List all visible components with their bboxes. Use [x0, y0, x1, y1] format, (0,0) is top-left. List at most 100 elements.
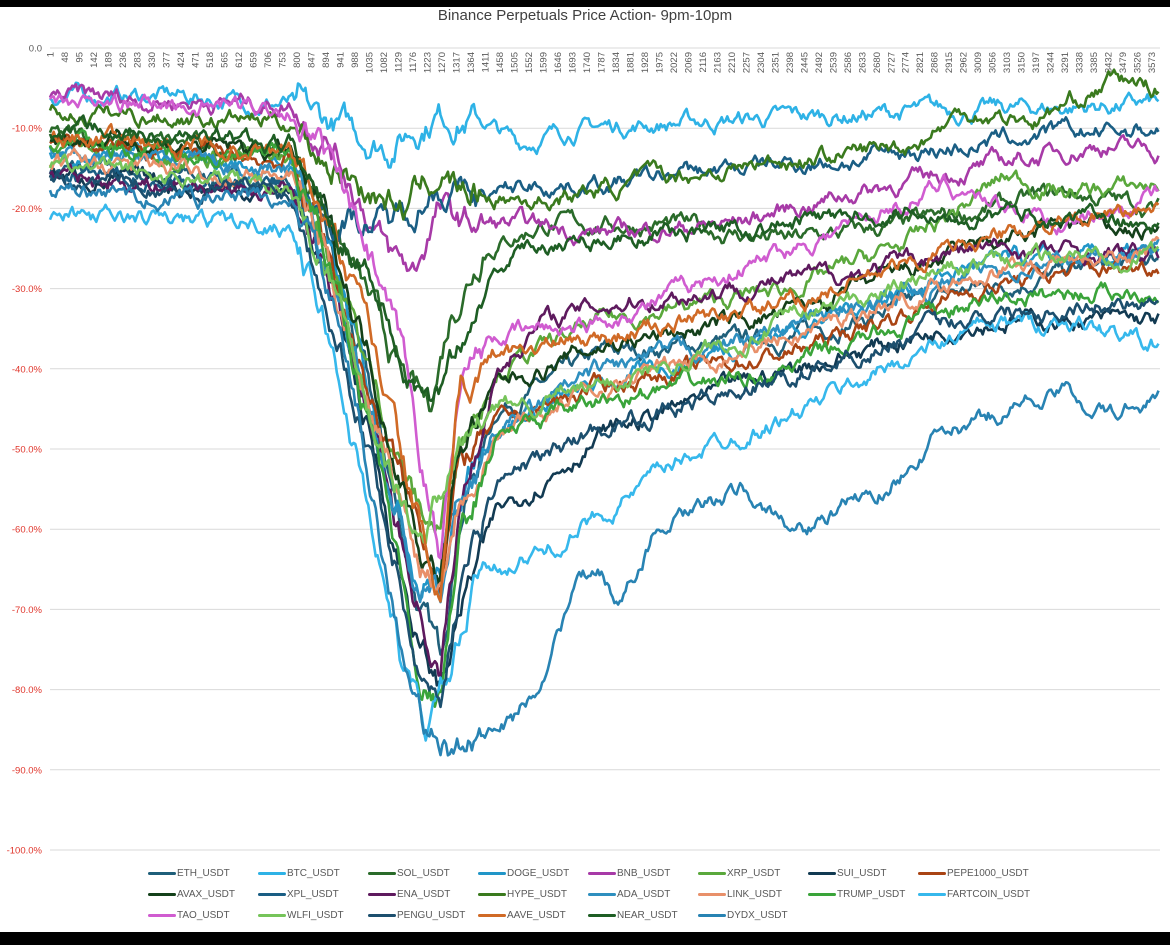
- x-tick-label: 2304: [756, 52, 767, 73]
- legend-swatch: [588, 914, 616, 917]
- legend-item: BTC_USDT: [258, 868, 340, 879]
- x-tick-label: 2821: [915, 52, 926, 73]
- legend-label: BNB_USDT: [617, 868, 671, 879]
- x-tick-label: 1317: [451, 52, 462, 73]
- chart-area: [0, 7, 1170, 932]
- series-line-doge-usdt: [48, 141, 1160, 602]
- x-tick-label: 3150: [1017, 52, 1028, 73]
- legend-item: PEPE1000_USDT: [918, 868, 1029, 879]
- x-tick-label: 1693: [567, 52, 578, 73]
- series-line-tao-usdt: [49, 93, 1160, 560]
- x-tick-label: 236: [118, 52, 129, 68]
- x-tick-label: 1740: [582, 52, 593, 73]
- x-tick-label: 1834: [611, 52, 622, 73]
- series-line-sol-usdt: [48, 124, 1160, 413]
- x-tick-label: 800: [292, 52, 303, 68]
- series-line-avax-usdt: [49, 128, 1160, 586]
- x-tick-label: 48: [60, 52, 71, 63]
- legend-label: SOL_USDT: [397, 868, 450, 879]
- legend-swatch: [478, 872, 506, 875]
- x-tick-label: 1411: [480, 52, 491, 72]
- legend-item: HYPE_USDT: [478, 889, 567, 900]
- x-tick-label: 1082: [379, 52, 390, 73]
- legend-item: SUI_USDT: [808, 868, 886, 879]
- legend-label: TAO_USDT: [177, 910, 230, 921]
- x-tick-label: 2539: [828, 52, 839, 73]
- x-tick-label: 95: [74, 52, 85, 63]
- x-tick-label: 1552: [524, 52, 535, 73]
- legend-label: DYDX_USDT: [727, 910, 788, 921]
- x-tick-label: 1881: [625, 52, 636, 73]
- legend-item: FARTCOIN_USDT: [918, 889, 1030, 900]
- y-tick-label: -30.0%: [12, 284, 43, 295]
- legend-swatch: [258, 914, 286, 917]
- x-tick-label: 2069: [683, 52, 694, 73]
- series-line-hype-usdt: [48, 68, 1160, 221]
- legend-item: ETH_USDT: [148, 868, 230, 879]
- x-tick-label: 847: [306, 52, 317, 68]
- series-line-pengu-usdt: [49, 168, 1159, 709]
- legend-swatch: [808, 872, 836, 875]
- legend-swatch: [698, 914, 726, 917]
- x-tick-label: 377: [161, 52, 172, 68]
- legend-item: BNB_USDT: [588, 868, 670, 879]
- x-tick-label: 2633: [857, 52, 868, 73]
- legend-swatch: [478, 893, 506, 896]
- x-tick-label: 1176: [408, 52, 419, 72]
- legend-item: SOL_USDT: [368, 868, 450, 879]
- x-tick-label: 612: [234, 52, 245, 68]
- x-tick-label: 518: [205, 52, 216, 68]
- legend-label: TRUMP_USDT: [837, 889, 906, 900]
- legend-item: TRUMP_USDT: [808, 889, 905, 900]
- y-tick-label: -50.0%: [12, 445, 43, 456]
- legend-swatch: [918, 893, 946, 896]
- legend-swatch: [588, 893, 616, 896]
- legend-swatch: [258, 872, 286, 875]
- x-tick-label: 1035: [364, 52, 375, 73]
- legend-label: LINK_USDT: [727, 889, 783, 900]
- legend-swatch: [368, 914, 396, 917]
- series-line-aave-usdt: [49, 123, 1160, 603]
- x-tick-label: 471: [190, 52, 201, 68]
- x-tick-label: 1223: [422, 52, 433, 73]
- x-tick-label: 2163: [712, 52, 723, 73]
- legend-swatch: [148, 893, 176, 896]
- x-tick-label: 941: [335, 52, 346, 68]
- x-tick-label: 3291: [1060, 52, 1071, 73]
- x-tick-label: 894: [321, 52, 332, 68]
- legend-label: ETH_USDT: [177, 868, 230, 879]
- legend-item: AAVE_USDT: [478, 910, 566, 921]
- x-tick-label: 659: [248, 52, 259, 68]
- x-tick-label: 565: [219, 52, 230, 68]
- x-tick-label: 3338: [1075, 52, 1086, 73]
- legend-label: ADA_USDT: [617, 889, 671, 900]
- x-tick-label: 1928: [640, 52, 651, 73]
- x-tick-label: 2257: [741, 52, 752, 73]
- x-tick-label: 1505: [509, 52, 520, 73]
- x-tick-label: 2962: [959, 52, 970, 73]
- y-tick-label: -20.0%: [12, 204, 43, 215]
- x-tick-label: 3197: [1031, 52, 1042, 73]
- series-line-wlfi-usdt: [48, 153, 1160, 545]
- legend-label: AAVE_USDT: [507, 910, 566, 921]
- legend-item: LINK_USDT: [698, 889, 782, 900]
- x-tick-label: 2116: [698, 52, 709, 72]
- legend-label: SUI_USDT: [837, 868, 887, 879]
- legend-label: AVAX_USDT: [177, 889, 235, 900]
- x-tick-label: 2915: [944, 52, 955, 73]
- series-line-trump-usdt: [48, 129, 1160, 708]
- legend-label: XPL_USDT: [287, 889, 339, 900]
- y-tick-label: -70.0%: [12, 605, 43, 616]
- x-tick-label: 3432: [1104, 52, 1115, 73]
- x-tick-label: 1975: [654, 52, 665, 73]
- legend-item: XRP_USDT: [698, 868, 780, 879]
- legend-item: ENA_USDT: [368, 889, 450, 900]
- x-tick-label: 189: [103, 52, 114, 68]
- x-tick-label: 3385: [1089, 52, 1100, 73]
- x-tick-label: 2774: [901, 52, 912, 73]
- legend-swatch: [368, 893, 396, 896]
- x-tick-label: 2210: [727, 52, 738, 73]
- series-line-near-usdt: [48, 114, 1160, 403]
- y-tick-label: -60.0%: [12, 525, 43, 536]
- x-tick-label: 3479: [1118, 52, 1129, 73]
